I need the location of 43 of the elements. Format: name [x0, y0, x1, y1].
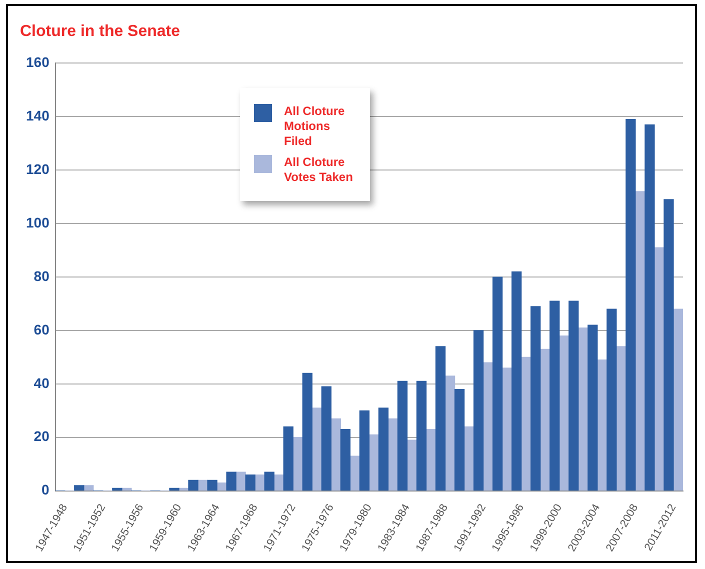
y-tick-label: 40	[34, 374, 50, 391]
legend-label: All Cloture Motions Filed	[284, 104, 346, 149]
bar	[84, 485, 94, 491]
y-tick-label: 140	[26, 108, 50, 124]
bar	[169, 488, 180, 491]
y-tick-label: 60	[34, 321, 50, 338]
bar	[378, 408, 389, 491]
bar	[454, 388, 465, 491]
bar	[340, 429, 350, 491]
bar	[226, 472, 236, 491]
bar	[112, 488, 122, 491]
bar	[511, 271, 522, 491]
bar	[644, 124, 655, 491]
bar	[435, 346, 446, 491]
bar	[283, 426, 294, 491]
bar	[530, 306, 541, 491]
y-tick-label: 20	[34, 428, 50, 444]
y-tick-label: 160	[26, 54, 50, 70]
bar	[264, 472, 274, 491]
bar	[321, 386, 332, 491]
bar	[492, 276, 503, 491]
y-tick-label: 100	[26, 214, 50, 230]
bar	[550, 300, 560, 491]
bar	[188, 480, 198, 491]
bar	[416, 380, 427, 491]
bar	[606, 308, 617, 491]
bar	[626, 119, 636, 491]
bar	[588, 324, 598, 491]
bar	[397, 380, 408, 491]
bar	[207, 480, 218, 491]
bar	[74, 485, 84, 491]
legend-label: All Cloture Votes Taken	[284, 155, 354, 185]
bar	[245, 474, 256, 491]
bar	[359, 410, 370, 491]
y-tick-label: 80	[34, 268, 50, 284]
bar	[302, 372, 312, 491]
chart-title: Cloture in the Senate	[20, 23, 180, 40]
y-tick-label: 0	[42, 482, 50, 498]
bar	[664, 199, 674, 491]
bar	[568, 300, 579, 491]
y-tick-label: 120	[26, 160, 50, 177]
bar	[673, 308, 683, 491]
bar	[473, 330, 484, 491]
